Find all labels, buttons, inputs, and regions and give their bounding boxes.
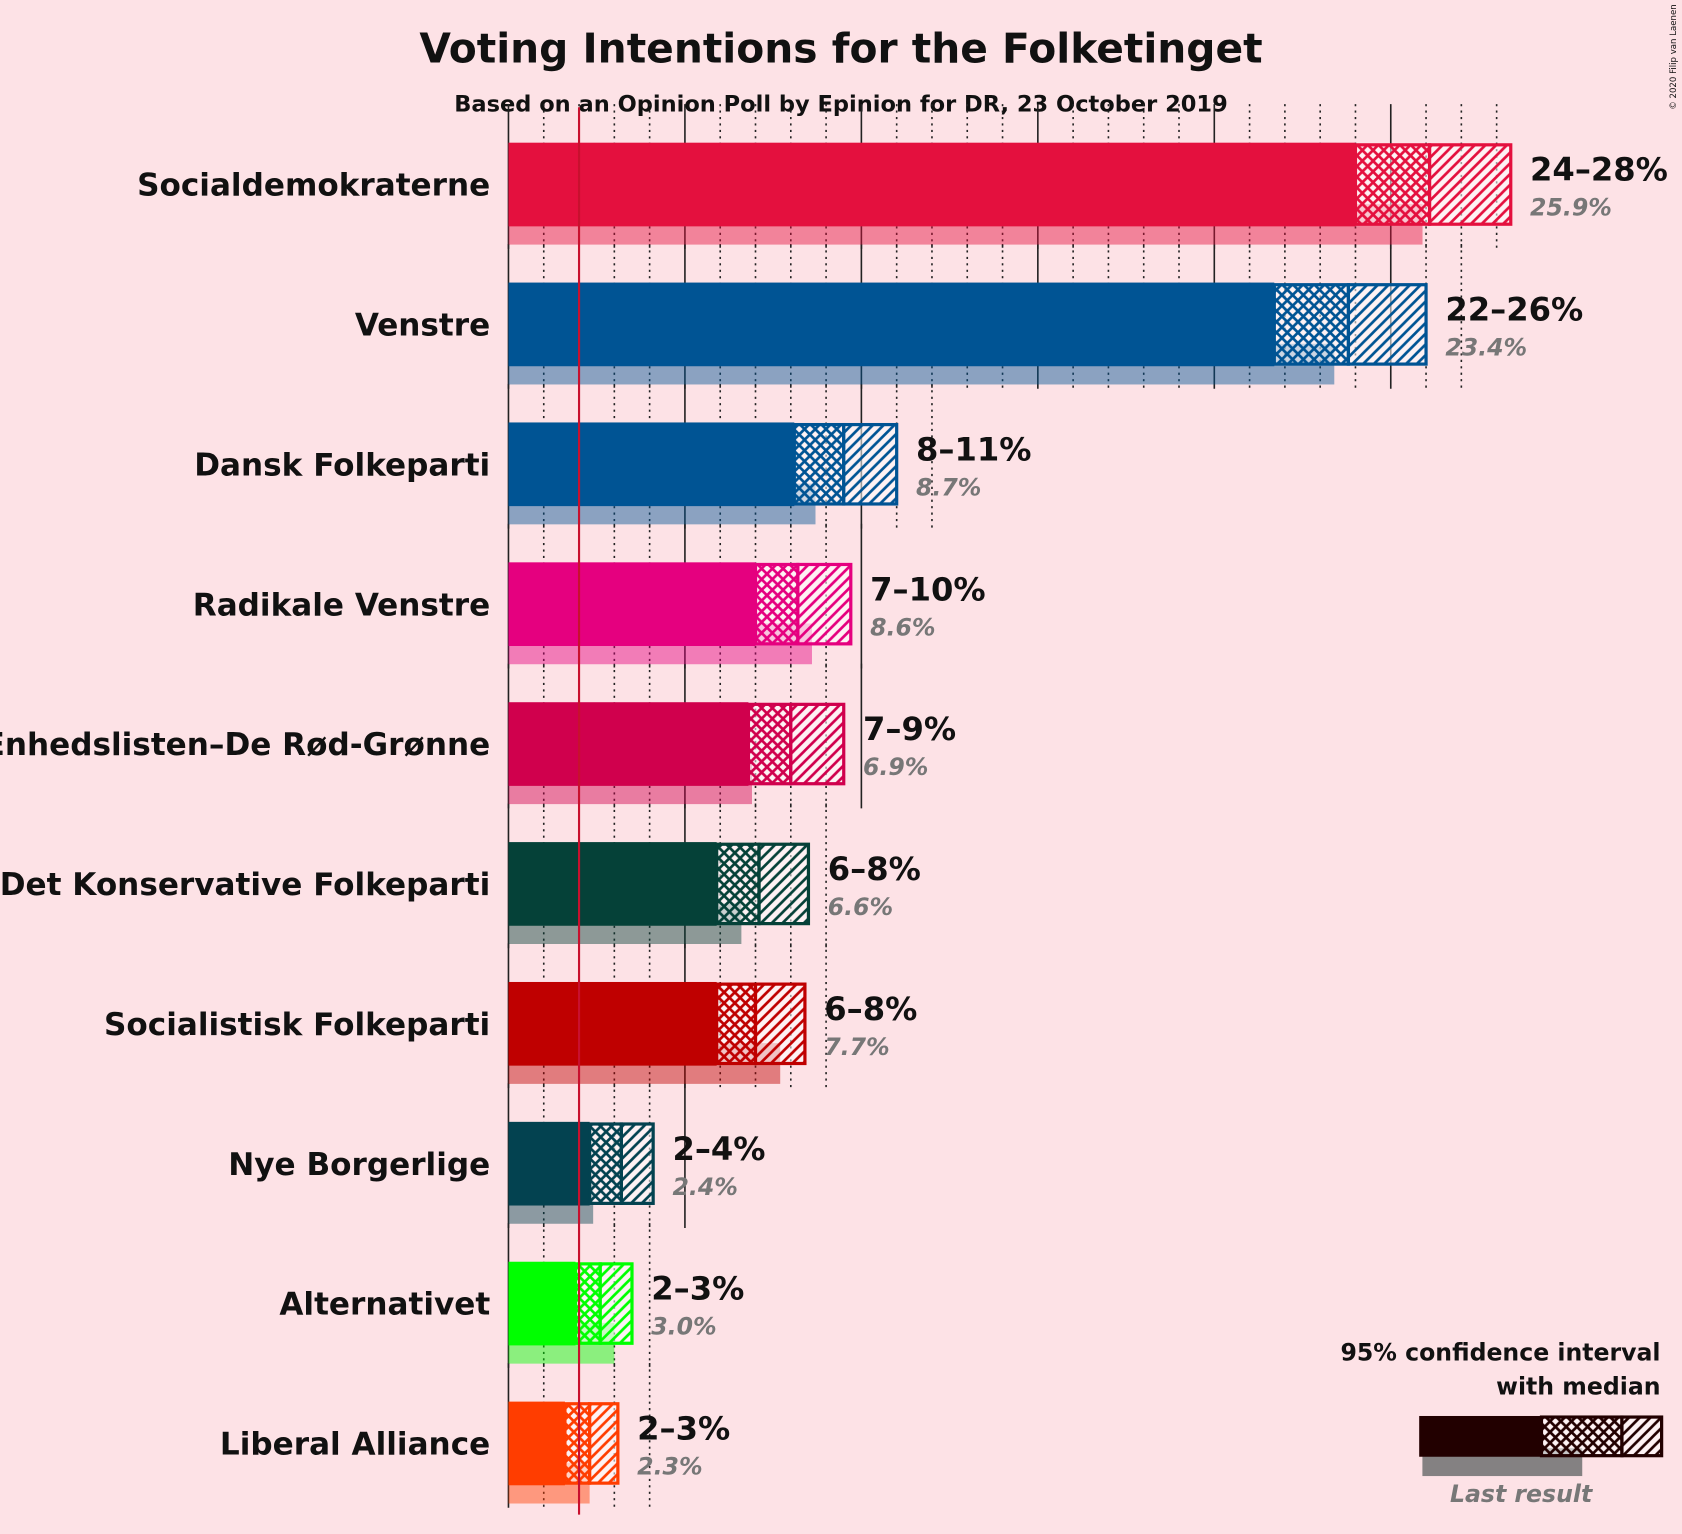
chart-subtitle: Based on an Opinion Poll by Epinion for … — [454, 92, 1228, 118]
ci-lower-half — [715, 842, 761, 926]
ci-upper-half — [753, 982, 807, 1066]
category-label: Enhedslisten–De Rød-Grønne — [0, 727, 490, 763]
category-label: Dansk Folkeparti — [194, 447, 490, 483]
ci-lower-half — [1353, 143, 1432, 226]
ci-solid-bar — [508, 282, 1275, 367]
range-label: 7–9% — [863, 710, 956, 748]
range-label: 6–8% — [824, 990, 917, 1028]
last-result-label: 3.0% — [651, 1313, 716, 1341]
ci-lower-half — [563, 1402, 592, 1485]
range-label: 2–3% — [651, 1270, 744, 1308]
last-result-label: 6.9% — [863, 753, 928, 781]
range-label: 24–28% — [1530, 151, 1668, 189]
last-result-label: 8.6% — [870, 613, 935, 641]
range-label: 8–11% — [916, 430, 1031, 468]
legend-diag — [1620, 1415, 1664, 1458]
category-label: Liberal Alliance — [220, 1427, 490, 1463]
category-label: Venstre — [355, 308, 490, 344]
ci-lower-half — [715, 982, 758, 1066]
last-result-label: 7.7% — [824, 1033, 889, 1061]
ci-upper-half — [796, 562, 853, 646]
ci-solid-bar — [508, 842, 717, 926]
last-result-label: 8.7% — [916, 473, 981, 501]
category-label: Alternativet — [279, 1287, 490, 1323]
ci-solid-bar — [508, 702, 749, 786]
ci-solid-bar — [508, 1121, 590, 1206]
ci-solid-bar — [508, 142, 1356, 227]
category-label: Det Konservative Folkeparti — [0, 867, 490, 903]
ci-solid-bar — [508, 1261, 576, 1346]
ci-lower-half — [746, 702, 793, 786]
range-label: 7–10% — [870, 570, 985, 608]
ci-lower-half — [753, 562, 800, 646]
ci-solid-bar — [508, 562, 756, 646]
last-result-label: 6.6% — [828, 893, 893, 921]
category-label: Socialistisk Folkeparti — [104, 1007, 490, 1043]
range-label: 2–4% — [672, 1130, 765, 1168]
category-label: Radikale Venstre — [193, 587, 490, 623]
last-result-label: 23.4% — [1445, 334, 1527, 362]
range-label: 22–26% — [1445, 291, 1583, 329]
ci-solid-bar — [508, 981, 717, 1066]
range-label: 6–8% — [828, 850, 921, 888]
copyright: © 2020 Filip van Laenen — [1669, 4, 1679, 109]
category-label: Socialdemokraterne — [137, 168, 490, 204]
ci-lower-half — [1272, 283, 1351, 366]
ci-upper-half — [757, 842, 811, 926]
ci-upper-half — [1427, 143, 1513, 226]
ci-upper-half — [619, 1122, 655, 1205]
category-label: Nye Borgerlige — [228, 1147, 490, 1183]
last-result-label: 2.3% — [637, 1453, 702, 1481]
legend-solid — [1419, 1415, 1542, 1457]
ci-solid-bar — [508, 1401, 565, 1486]
ci-solid-bar — [508, 422, 795, 507]
ci-upper-half — [789, 702, 846, 786]
legend-last-label: Last result — [1450, 1480, 1593, 1508]
legend-cross — [1539, 1415, 1624, 1458]
ci-upper-half — [588, 1402, 620, 1485]
range-label: 2–3% — [637, 1410, 730, 1448]
last-result-label: 25.9% — [1530, 194, 1612, 222]
ci-upper-half — [1346, 283, 1428, 366]
last-result-label: 2.4% — [672, 1173, 737, 1201]
ci-upper-half — [842, 422, 899, 506]
ci-upper-half — [598, 1262, 634, 1345]
ci-lower-half — [792, 422, 846, 506]
ci-lower-half — [588, 1122, 624, 1205]
chart-title: Voting Intentions for the Folketinget — [419, 25, 1262, 73]
legend-title: 95% confidence interval — [1340, 1338, 1660, 1366]
legend-title: with median — [1496, 1373, 1660, 1401]
